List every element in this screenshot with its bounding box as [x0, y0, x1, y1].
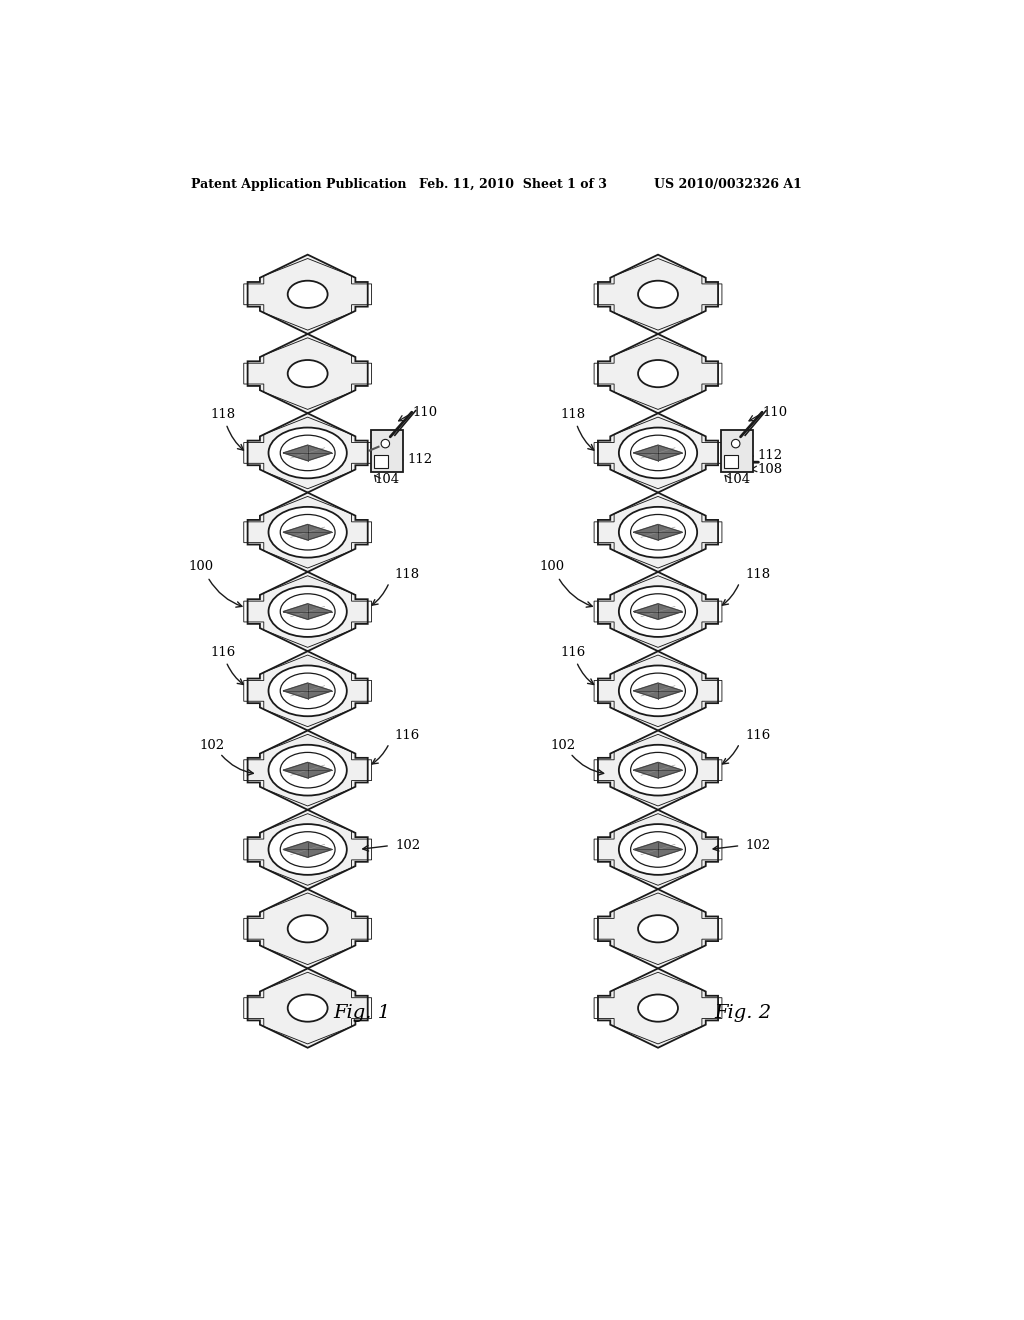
Ellipse shape — [631, 673, 685, 709]
Text: 116: 116 — [745, 729, 770, 742]
Text: 118: 118 — [394, 568, 420, 581]
Polygon shape — [634, 682, 682, 698]
Polygon shape — [598, 572, 718, 651]
Text: Fig. 1: Fig. 1 — [333, 1005, 390, 1022]
Ellipse shape — [288, 915, 328, 942]
Ellipse shape — [281, 515, 335, 550]
Ellipse shape — [268, 824, 347, 875]
Text: 108: 108 — [758, 462, 782, 475]
Polygon shape — [284, 524, 332, 540]
Polygon shape — [248, 492, 368, 572]
Polygon shape — [634, 524, 682, 540]
Text: Patent Application Publication: Patent Application Publication — [190, 178, 407, 191]
Polygon shape — [598, 334, 718, 413]
Ellipse shape — [268, 507, 347, 557]
Polygon shape — [634, 445, 682, 461]
Ellipse shape — [618, 824, 697, 875]
Text: 118: 118 — [561, 408, 586, 421]
Text: US 2010/0032326 A1: US 2010/0032326 A1 — [654, 178, 802, 191]
Polygon shape — [284, 445, 332, 461]
Circle shape — [731, 440, 740, 447]
Polygon shape — [598, 413, 718, 492]
Text: 104: 104 — [375, 473, 399, 486]
Text: 116: 116 — [210, 645, 236, 659]
Text: Fig. 2: Fig. 2 — [714, 1005, 771, 1022]
Text: 116: 116 — [394, 729, 420, 742]
Ellipse shape — [288, 994, 328, 1022]
Polygon shape — [284, 842, 332, 857]
Polygon shape — [598, 810, 718, 890]
Polygon shape — [284, 603, 332, 619]
Ellipse shape — [638, 360, 678, 387]
Ellipse shape — [288, 360, 328, 387]
Ellipse shape — [268, 428, 347, 478]
Polygon shape — [634, 603, 682, 619]
Ellipse shape — [638, 281, 678, 308]
Polygon shape — [598, 730, 718, 810]
Polygon shape — [598, 651, 718, 730]
Ellipse shape — [618, 744, 697, 796]
Polygon shape — [248, 334, 368, 413]
Ellipse shape — [268, 744, 347, 796]
Bar — [374, 455, 388, 467]
Polygon shape — [248, 730, 368, 810]
Ellipse shape — [281, 673, 335, 709]
Ellipse shape — [281, 752, 335, 788]
Text: 102: 102 — [550, 739, 575, 752]
Polygon shape — [248, 651, 368, 730]
Text: 102: 102 — [745, 840, 771, 853]
Polygon shape — [248, 413, 368, 492]
Ellipse shape — [631, 515, 685, 550]
Polygon shape — [598, 255, 718, 334]
Polygon shape — [634, 763, 682, 777]
Text: Feb. 11, 2010  Sheet 1 of 3: Feb. 11, 2010 Sheet 1 of 3 — [419, 178, 607, 191]
Text: 102: 102 — [200, 739, 224, 752]
Bar — [371, 429, 403, 473]
Polygon shape — [284, 763, 332, 777]
Circle shape — [381, 440, 389, 447]
Polygon shape — [248, 969, 368, 1048]
Text: 104: 104 — [725, 473, 751, 486]
Text: 100: 100 — [188, 561, 214, 573]
Ellipse shape — [618, 586, 697, 638]
Polygon shape — [634, 842, 682, 857]
Text: 110: 110 — [413, 405, 437, 418]
Ellipse shape — [638, 994, 678, 1022]
Polygon shape — [248, 572, 368, 651]
Text: 112: 112 — [758, 449, 782, 462]
Ellipse shape — [281, 594, 335, 630]
Text: 110: 110 — [763, 405, 787, 418]
Text: 116: 116 — [561, 645, 586, 659]
Polygon shape — [598, 890, 718, 969]
Polygon shape — [598, 492, 718, 572]
Ellipse shape — [268, 586, 347, 638]
Polygon shape — [248, 890, 368, 969]
Ellipse shape — [618, 665, 697, 717]
Ellipse shape — [288, 281, 328, 308]
Ellipse shape — [631, 832, 685, 867]
Text: 102: 102 — [395, 840, 421, 853]
Ellipse shape — [618, 428, 697, 478]
Ellipse shape — [268, 665, 347, 717]
Polygon shape — [248, 255, 368, 334]
Polygon shape — [248, 810, 368, 890]
Ellipse shape — [631, 436, 685, 471]
Ellipse shape — [638, 915, 678, 942]
Text: 100: 100 — [540, 561, 564, 573]
Ellipse shape — [618, 507, 697, 557]
Polygon shape — [284, 682, 332, 698]
Polygon shape — [598, 969, 718, 1048]
Text: 118: 118 — [210, 408, 236, 421]
Text: 112: 112 — [407, 453, 432, 466]
Ellipse shape — [281, 436, 335, 471]
Ellipse shape — [281, 832, 335, 867]
Bar — [724, 455, 738, 467]
Ellipse shape — [631, 752, 685, 788]
Bar — [721, 429, 754, 473]
Text: 118: 118 — [745, 568, 770, 581]
Ellipse shape — [631, 594, 685, 630]
